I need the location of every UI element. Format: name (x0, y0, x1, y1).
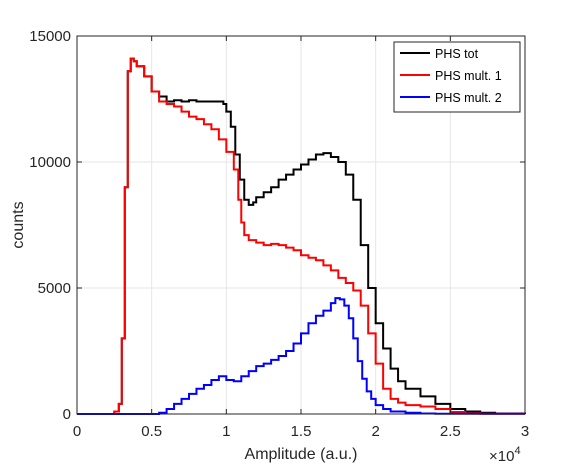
x-tick-label: 2.5 (440, 423, 461, 440)
y-tick-label: 5000 (38, 280, 71, 297)
x-tick-label: 0 (73, 423, 81, 440)
legend: PHS tot PHS mult. 1 PHS mult. 2 (393, 41, 521, 113)
y-axis-label: counts (10, 201, 27, 248)
x-tick-label: 2 (371, 423, 379, 440)
y-tick-label: 15000 (29, 28, 71, 45)
y-tick-label: 10000 (29, 154, 71, 171)
x-tick-label: 1.5 (291, 423, 312, 440)
axis-ticks: 0 0.5 1 1.5 2 2.5 3 0 5000 10000 15000 (29, 28, 529, 440)
x-axis-label: Amplitude (a.u.) (245, 446, 358, 463)
series-lines (77, 57, 526, 415)
x-tick-label: 1 (222, 423, 230, 440)
legend-label-phs-tot: PHS tot (435, 47, 479, 61)
y-tick-label: 0 (63, 406, 71, 423)
x-exponent-power: 4 (514, 445, 520, 457)
x-exponent-label: ×104 (489, 445, 521, 465)
x-tick-label: 0.5 (141, 423, 162, 440)
series-line-phs-mult-2 (77, 297, 526, 415)
x-tick-label: 3 (521, 423, 529, 440)
legend-label-phs-mult-2: PHS mult. 2 (435, 91, 502, 105)
series-line-phs-mult-1 (77, 57, 526, 415)
legend-label-phs-mult-1: PHS mult. 1 (435, 69, 502, 83)
x-exponent-base: ×10 (489, 448, 514, 465)
